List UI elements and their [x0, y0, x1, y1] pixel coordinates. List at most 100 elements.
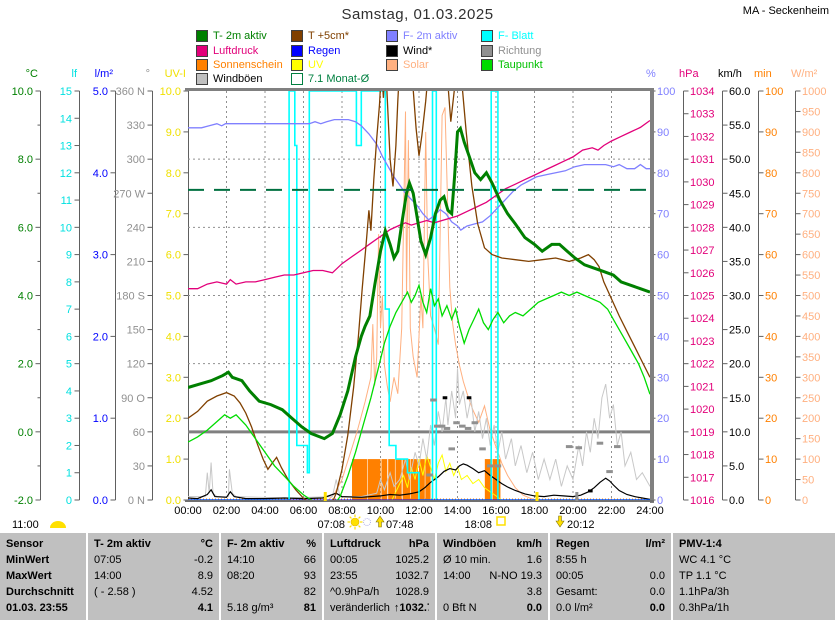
legend-swatch-icon: [291, 30, 303, 42]
table-row: 00:05 0.0: [556, 568, 665, 584]
table-cell: ^0.9hPa/h: [330, 586, 380, 598]
legend-label: F- Blatt: [498, 30, 534, 42]
x-axis-label: 22:00: [598, 505, 626, 517]
axis-tick-label: 150: [802, 434, 820, 446]
plot-border-right: [650, 88, 654, 503]
legend-item-taupunkt: Taupunkt: [481, 59, 543, 71]
axis-tick-label: 250: [802, 393, 820, 405]
table-cell: 1028.9: [395, 586, 429, 598]
axis-tick-label: 45.0: [729, 188, 750, 200]
axis-tick-label: 1000: [802, 86, 826, 98]
axis-title: hPa: [679, 68, 699, 80]
axis-tick-label: 1031: [690, 154, 714, 166]
legend-item-regen: Regen: [291, 45, 340, 57]
axis-tick-label: 1029: [690, 200, 714, 212]
axis-tick-label: 50: [765, 291, 777, 303]
table-row: MinWert: [6, 552, 80, 568]
axis-tick-label: 20.0: [729, 359, 750, 371]
legend-item-uv: UV: [291, 59, 323, 71]
x-axis-label: 10:00: [367, 505, 395, 517]
axis-tick-label: 6.0: [166, 250, 181, 262]
table-cell: 4.52: [191, 586, 213, 598]
axis-tick-label: 1034: [690, 86, 714, 98]
series-taupunkt-line: [188, 283, 650, 500]
axis-tick-label: 5.0: [729, 461, 744, 473]
table-row: 0 Bft N 0.0: [443, 600, 542, 616]
axis-tick-label: 1: [66, 468, 72, 480]
x-axis-label: 24:00: [636, 505, 664, 517]
axis-tick-label: 15: [60, 86, 72, 98]
axis-tick-label: 25.0: [729, 325, 750, 337]
series-solar-line: [328, 107, 650, 500]
table-cell: F- 2m aktiv: [227, 538, 285, 550]
table-cell: 14:00: [443, 570, 471, 582]
axis-tick-label: 2.0: [166, 413, 181, 425]
axis-tick-label: 800: [802, 168, 820, 180]
axis-tick-label: 180 S: [116, 291, 145, 303]
axis-tick-label: 50: [802, 475, 814, 487]
table-row: 0.3hPa/1h: [679, 600, 829, 616]
sunrise-time-label: 07:08: [317, 519, 345, 531]
column-pmv-1-4: PMV-1:4 WC 4.1 °C TP 1.1 °C 1.1hPa/3h 0.3hPa…: [673, 533, 835, 620]
legend-label: F- 2m aktiv: [403, 30, 458, 42]
table-cell: veränderlich: [330, 602, 390, 614]
axis-tick-label: 13: [60, 141, 72, 153]
table-cell: 4.1: [197, 602, 213, 614]
table-cell: 00:05: [556, 570, 584, 582]
table-row: Gesamt: 0.0: [556, 584, 665, 600]
legend-swatch-icon: [291, 45, 303, 57]
axis-tick-label: 5: [66, 359, 72, 371]
axis-tick-label: 0.0: [729, 495, 744, 507]
axis-tick-label: 60.0: [729, 86, 750, 98]
faint-sun-icon: [363, 518, 371, 526]
axis-tick-label: 9.0: [166, 127, 181, 139]
table-row: Durchschnitt: [6, 584, 80, 600]
axis-tick-label: 50: [657, 291, 669, 303]
legend-item-f-blatt: F- Blatt: [481, 30, 533, 42]
sunshine-bar: [402, 459, 411, 500]
sunshine-bar: [395, 459, 402, 500]
axis-tick-label: 6: [66, 331, 72, 343]
legend-swatch-icon: [386, 45, 398, 57]
table-row: 82: [227, 584, 316, 600]
axis-tick-label: 1028: [690, 222, 714, 234]
legend-item-richtung: Richtung: [481, 45, 541, 57]
legend-swatch-icon: [481, 59, 493, 71]
table-cell: 0.0: [526, 602, 542, 614]
sunshine-bar: [410, 459, 419, 500]
table-row: 3.8: [443, 584, 542, 600]
table-row: WC 4.1 °C: [679, 552, 829, 568]
axis-tick-label: 5.0: [93, 86, 108, 98]
axis-tick-label: 240: [127, 222, 145, 234]
table-cell: 5.18 g/m³: [227, 602, 274, 614]
legend-label: UV: [308, 59, 324, 71]
axis-title: W/m²: [791, 68, 818, 80]
table-cell: km/h: [516, 538, 542, 550]
table-cell: Regen: [556, 538, 590, 550]
x-axis-label: 14:00: [444, 505, 472, 517]
series-t2m-line: [188, 125, 650, 441]
axis-tick-label: 70: [765, 209, 777, 221]
axis-uv: UV-I 10.0 9.0 8.0 7.0 6.0 5.0 4.0 3.0 2.0 1.0 0.0: [160, 68, 189, 507]
axis-tick-label: 0: [802, 495, 808, 507]
table-row: MaxWert: [6, 568, 80, 584]
axis-tick-label: 300: [802, 372, 820, 384]
axis-tick-label: 150: [127, 325, 145, 337]
x-axis-label: 12:00: [405, 505, 433, 517]
axis-tick-label: -2.0: [14, 495, 33, 507]
table-cell: PMV-1:4: [679, 538, 722, 550]
axis-tick-label: 30: [657, 372, 669, 384]
axis-tick-label: 1022: [690, 359, 714, 371]
axis-title: °: [146, 68, 150, 80]
table-cell: ↑1032.7: [393, 602, 429, 614]
axis-tick-label: 1018: [690, 450, 714, 462]
axis-tick-label: 2.0: [18, 359, 33, 371]
axis-tick-label: 0: [66, 495, 72, 507]
table-row: T- 2m aktiv °C: [94, 536, 213, 552]
axis-tick-label: 80: [657, 168, 669, 180]
moon-time-label: 11:00: [12, 519, 39, 531]
table-cell: 1.6: [526, 554, 542, 566]
axis-tick-label: 850: [802, 147, 820, 159]
column-t-2m-aktiv: T- 2m aktiv °C 07:05 -0.2 14:00 8.9 ( - 2.58 )…: [88, 533, 219, 620]
axis-tick-label: 1.0: [93, 413, 108, 425]
